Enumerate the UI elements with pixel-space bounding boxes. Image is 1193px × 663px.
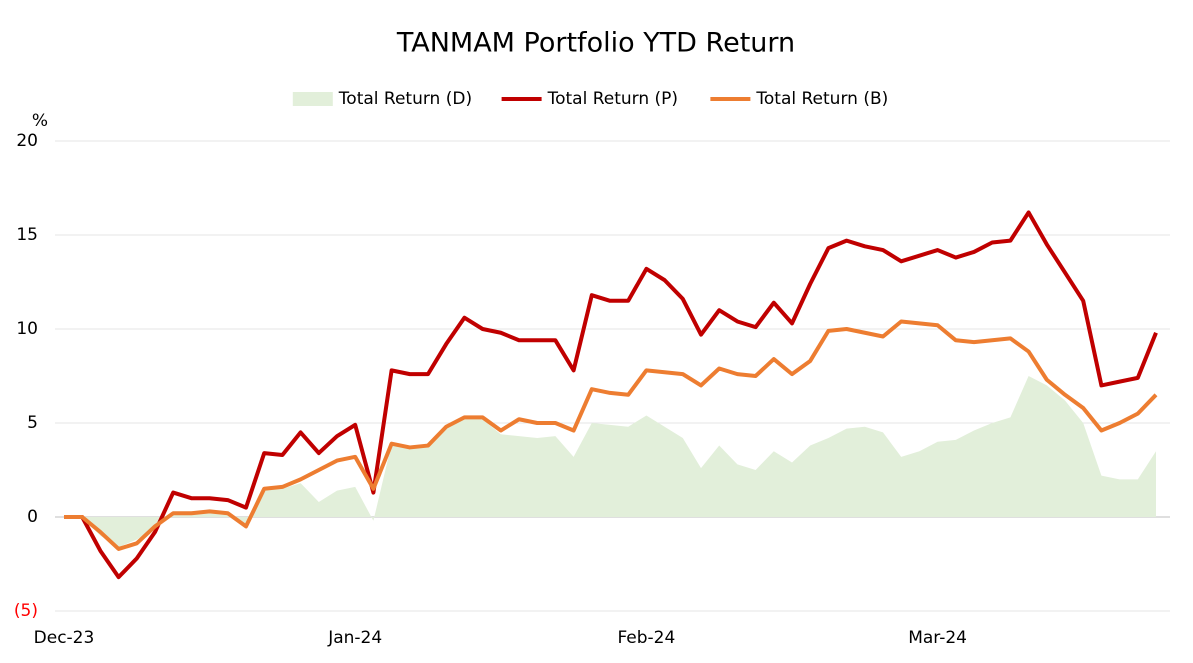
line: [64, 319, 1158, 551]
x-tick-label: Feb-24: [617, 628, 675, 648]
y-tick-label: 10: [16, 319, 38, 339]
legend-label: Total Return (B): [755, 89, 888, 109]
legend-swatch: [292, 92, 333, 106]
y-tick-label: (5): [14, 601, 38, 621]
y-tick-label: 0: [27, 507, 38, 527]
chart-title: TANMAM Portfolio YTD Return: [396, 28, 795, 59]
x-tick-label: Mar-24: [908, 628, 967, 648]
y-tick-label: 15: [16, 225, 38, 245]
legend-label: Total Return (P): [547, 89, 678, 109]
x-tick-label: Jan-24: [327, 628, 382, 648]
line: [64, 210, 1158, 580]
y-tick-label: 20: [16, 131, 38, 151]
x-tick-label: Dec-23: [34, 628, 95, 648]
y-unit-label: %: [32, 111, 48, 131]
y-tick-label: 5: [27, 413, 38, 433]
legend-label: Total Return (D): [338, 89, 472, 109]
area: [64, 376, 1156, 548]
